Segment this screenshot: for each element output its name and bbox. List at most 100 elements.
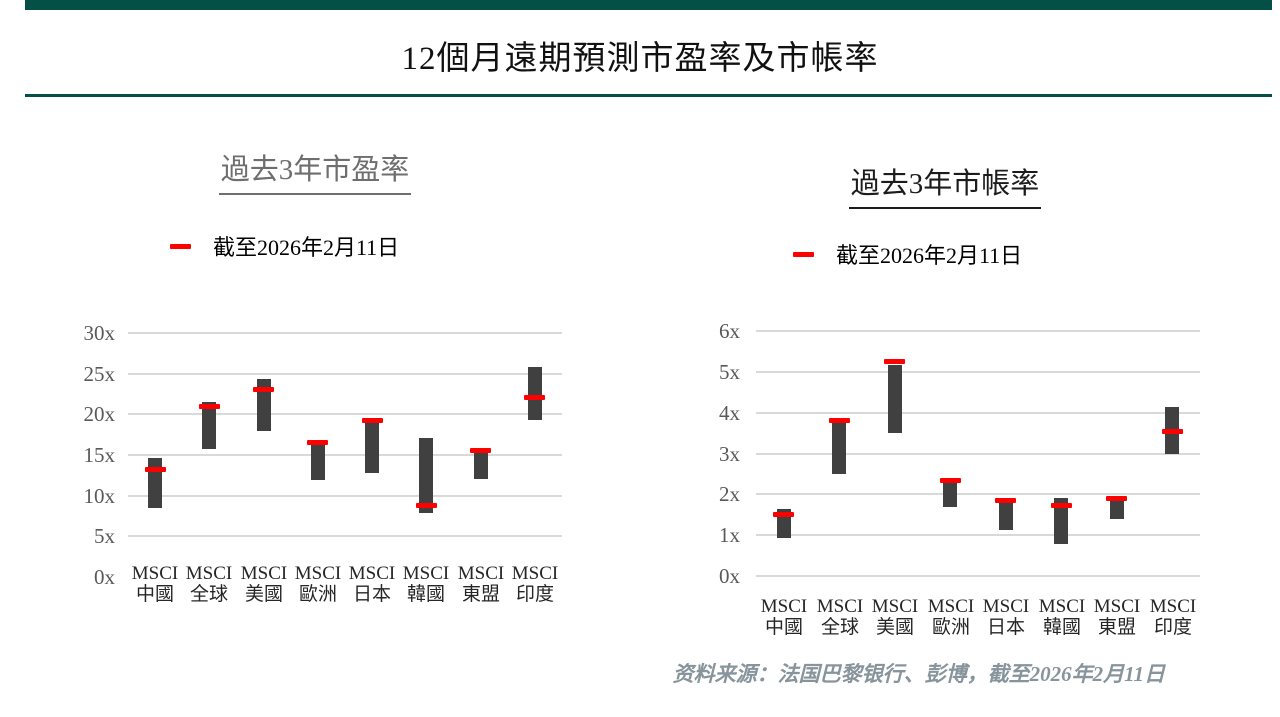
- y-axis-tick-label: 5x: [719, 360, 740, 384]
- top-accent-bar: [25, 0, 1272, 10]
- category-label-美國: MSCI 美國: [867, 596, 923, 638]
- current-marker-印度: [524, 395, 545, 400]
- category-label-line1: MSCI: [927, 596, 975, 617]
- gridline-4x: [756, 412, 1200, 414]
- category-label-line2: 美國: [875, 617, 914, 638]
- category-label-line2: 中國: [764, 617, 803, 638]
- gridline-30x: [128, 332, 562, 334]
- category-label-東盟: MSCI 東盟: [454, 563, 508, 605]
- category-label-line2: 印度: [515, 584, 554, 605]
- current-marker-日本: [995, 498, 1016, 503]
- range-bar-東盟: [1110, 501, 1124, 519]
- page-title: 12個月遠期預測市盈率及市帳率: [401, 41, 879, 77]
- red-dash-legend-icon: [170, 243, 191, 249]
- category-label-中國: MSCI 中國: [128, 563, 182, 605]
- category-label-line2: 日本: [352, 584, 391, 605]
- category-label-line2: 東盟: [1097, 617, 1136, 638]
- pb-legend-label: 截至2026年2月11日: [836, 243, 1023, 268]
- current-marker-韓國: [416, 503, 437, 508]
- pe-chart-title: 過去3年市盈率: [140, 146, 490, 195]
- gridline-15x: [128, 454, 562, 456]
- current-marker-中國: [145, 467, 166, 472]
- y-axis-tick-label: 0x: [719, 564, 740, 588]
- gridline-20x: [128, 413, 562, 415]
- pb-chart-title: 過去3年市帳率: [770, 160, 1120, 209]
- category-label-印度: MSCI 印度: [508, 563, 562, 605]
- range-bar-歐洲: [311, 444, 325, 480]
- current-marker-歐洲: [940, 478, 961, 483]
- current-marker-印度: [1162, 429, 1183, 434]
- category-label-line1: MSCI: [402, 563, 450, 584]
- y-axis-tick-label: 3x: [719, 442, 740, 466]
- pe-plot-area: 0x 5x 10x 15x 20x 25x 30x MSCI 中國 MSCI 全球 MSCI 美國 MSC…: [84, 321, 562, 605]
- category-label-line2: 美國: [244, 584, 283, 605]
- y-axis-tick-label: 20x: [83, 402, 116, 426]
- category-label-全球: MSCI 全球: [182, 563, 236, 605]
- gridline-1x: [756, 534, 1200, 536]
- y-axis-tick-label: 0x: [94, 565, 115, 589]
- gridline-25x: [128, 373, 562, 375]
- category-label-line2: 東盟: [461, 584, 500, 605]
- y-axis-tick-label: 10x: [83, 484, 116, 508]
- category-label-日本: MSCI 日本: [345, 563, 399, 605]
- category-label-印度: MSCI 印度: [1145, 596, 1201, 638]
- range-bar-韓國: [419, 438, 433, 513]
- current-marker-歐洲: [307, 440, 328, 445]
- category-label-東盟: MSCI 東盟: [1089, 596, 1145, 638]
- category-label-line2: 韓國: [1042, 617, 1081, 638]
- y-axis-tick-label: 2x: [719, 482, 740, 506]
- category-label-日本: MSCI 日本: [978, 596, 1034, 638]
- category-label-line2: 歐洲: [931, 617, 970, 638]
- category-label-韓國: MSCI 韓國: [1034, 596, 1090, 638]
- range-bar-東盟: [474, 453, 488, 479]
- current-marker-東盟: [1106, 496, 1127, 501]
- y-axis-tick-label: 6x: [719, 319, 740, 343]
- y-axis-tick-label: 5x: [94, 524, 115, 548]
- range-bar-韓國: [1054, 498, 1068, 544]
- range-bar-全球: [832, 423, 846, 474]
- category-label-line2: 中國: [135, 584, 174, 605]
- y-axis-tick-label: 1x: [719, 523, 740, 547]
- category-label-line1: MSCI: [1149, 596, 1197, 617]
- range-bar-印度: [528, 367, 542, 420]
- current-marker-東盟: [470, 448, 491, 453]
- current-marker-美國: [253, 387, 274, 392]
- range-bar-日本: [365, 423, 379, 473]
- gridline-3x: [756, 453, 1200, 455]
- category-label-美國: MSCI 美國: [237, 563, 291, 605]
- category-label-歐洲: MSCI 歐洲: [291, 563, 345, 605]
- gridline-6x: [756, 330, 1200, 332]
- category-label-中國: MSCI 中國: [756, 596, 812, 638]
- source-note: 资料来源：法国巴黎银行、彭博，截至2026年2月11日: [672, 662, 1165, 686]
- gridline-10x: [128, 495, 562, 497]
- category-label-line2: 日本: [986, 617, 1025, 638]
- category-label-line1: MSCI: [1093, 596, 1141, 617]
- category-label-line1: MSCI: [457, 563, 505, 584]
- current-marker-日本: [362, 418, 383, 423]
- pe-legend-label: 截至2026年2月11日: [213, 235, 400, 260]
- category-label-全球: MSCI 全球: [812, 596, 868, 638]
- range-bar-全球: [202, 402, 216, 449]
- category-label-line1: MSCI: [871, 596, 919, 617]
- category-label-line2: 全球: [189, 584, 228, 605]
- range-bar-歐洲: [943, 482, 957, 507]
- pb-chart-title-text: 過去3年市帳率: [848, 160, 1042, 209]
- category-label-line1: MSCI: [982, 596, 1030, 617]
- y-axis-tick-label: 4x: [719, 401, 740, 425]
- gridline-5x: [756, 371, 1200, 373]
- range-bar-美國: [257, 379, 271, 431]
- category-label-line2: 韓國: [406, 584, 445, 605]
- category-label-line1: MSCI: [511, 563, 559, 584]
- pb-plot-area: 0x 1x 2x 3x 4x 5x 6x MSCI 中國 MSCI 全球 MSCI 美國 MSCI 歐洲 MS…: [719, 319, 1200, 638]
- current-marker-美國: [884, 359, 905, 364]
- category-label-line1: MSCI: [294, 563, 342, 584]
- pb-chart-legend: 截至2026年2月11日: [793, 240, 1022, 268]
- range-bar-美國: [888, 365, 902, 433]
- category-label-line1: MSCI: [1038, 596, 1086, 617]
- category-label-line2: 印度: [1153, 617, 1192, 638]
- y-axis-tick-label: 25x: [83, 362, 116, 386]
- current-marker-中國: [773, 512, 794, 517]
- category-label-韓國: MSCI 韓國: [399, 563, 453, 605]
- category-label-line1: MSCI: [760, 596, 808, 617]
